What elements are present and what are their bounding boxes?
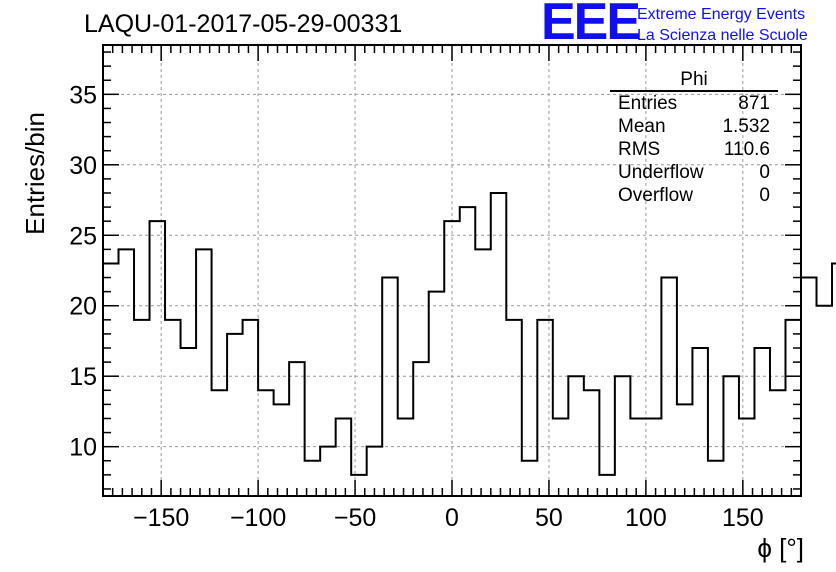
histogram-series (103, 191, 836, 476)
histogram-bin (708, 461, 724, 496)
histogram-bin (336, 418, 352, 496)
histogram-bin (584, 390, 600, 496)
chart-title: LAQU-01-2017-05-29-00331 (84, 10, 403, 38)
stats-value: 110.6 (723, 139, 770, 160)
x-tick-label: −50 (334, 504, 376, 532)
histogram-bin (444, 221, 460, 496)
histogram-bin (258, 390, 274, 496)
y-axis-label: Entries/bin (20, 112, 50, 235)
eee-logo: EEE (541, 0, 641, 51)
histogram-bin (568, 376, 584, 496)
histogram-bin (615, 376, 631, 496)
histogram-bin (181, 348, 197, 496)
stats-label: Mean (618, 116, 666, 137)
stats-value: 0 (759, 185, 770, 206)
histogram-bin (506, 320, 522, 496)
x-tick-label: 150 (722, 504, 764, 532)
y-tick-label: 10 (69, 434, 97, 462)
histogram-bin (646, 418, 662, 496)
x-tick-label: 0 (445, 504, 459, 532)
histogram-bin (165, 320, 181, 496)
stats-label: Overflow (618, 185, 693, 206)
histogram-bin (212, 390, 228, 496)
stats-row: Overflow 0 (610, 184, 778, 207)
histogram-bin (429, 292, 445, 496)
stats-row: Entries 871 (610, 92, 778, 115)
histogram-bin (491, 193, 507, 496)
histogram-bin (382, 278, 398, 496)
stats-title: Phi (610, 70, 778, 92)
y-tick-label: 20 (69, 293, 97, 321)
histogram-bin (739, 418, 755, 496)
histogram-bin (243, 320, 259, 496)
y-tick-label: 35 (69, 81, 97, 109)
histogram-bin (413, 362, 429, 496)
histogram-bin (274, 404, 290, 496)
stats-label: Underflow (618, 162, 704, 183)
histogram-bin (630, 418, 646, 496)
histogram-bin (320, 447, 336, 496)
y-tick-label: 25 (69, 222, 97, 250)
histogram-bin (785, 320, 801, 496)
stats-row: RMS 110.6 (610, 138, 778, 161)
stats-label: RMS (618, 139, 661, 160)
histogram-bin (692, 348, 708, 496)
stats-row: Underflow 0 (610, 161, 778, 184)
stats-value: 1.532 (722, 116, 770, 137)
stats-label: Entries (618, 93, 678, 114)
histogram-bin (119, 249, 135, 496)
histogram-bin (134, 320, 150, 496)
stats-row: Mean 1.532 (610, 115, 778, 138)
eee-logo-text: Extreme Energy Events La Scienza nelle S… (637, 4, 808, 46)
histogram-bin (754, 348, 770, 496)
histogram-bin (196, 249, 212, 496)
histogram-bin (227, 334, 243, 496)
histogram-bin (475, 249, 491, 496)
x-tick-label: −150 (133, 504, 189, 532)
histogram-bin (289, 362, 305, 496)
histogram-bin (817, 306, 833, 496)
histogram-bin (537, 320, 553, 496)
x-axis-label: ϕ [°] (757, 533, 804, 563)
histogram-bin (723, 376, 739, 496)
histogram-bin (150, 221, 166, 496)
x-tick-label: −100 (230, 504, 286, 532)
histogram-bin (677, 404, 693, 496)
stats-value: 0 (759, 162, 770, 183)
y-tick-label: 15 (69, 363, 97, 391)
histogram-bin (460, 207, 476, 496)
stats-value: 871 (738, 93, 770, 114)
logo-line-1: Extreme Energy Events (637, 6, 806, 23)
logo-line-2: La Scienza nelle Scuole (637, 27, 808, 44)
y-tick-label: 30 (69, 152, 97, 180)
x-tick-label: 100 (625, 504, 667, 532)
histogram-bin (661, 278, 677, 496)
histogram-bin (832, 263, 836, 496)
histogram-bin (398, 418, 414, 496)
histogram-bin (801, 278, 817, 496)
histogram-bin (553, 418, 569, 496)
x-tick-label: 50 (535, 504, 563, 532)
histogram-bin (770, 390, 786, 496)
stats-box: Phi Entries 871 Mean 1.532 RMS 110.6 Underf… (610, 70, 778, 207)
